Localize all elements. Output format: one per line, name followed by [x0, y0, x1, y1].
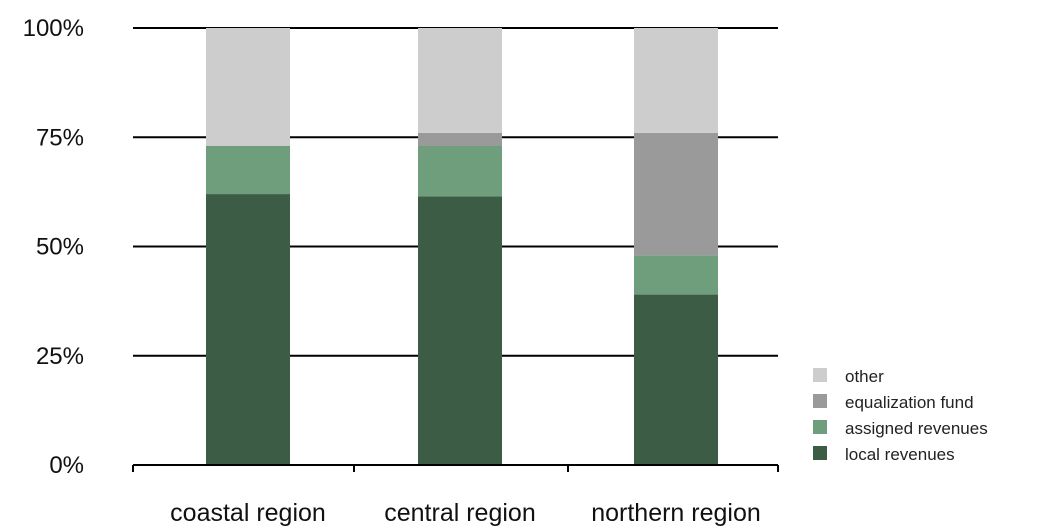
legend-label: other [845, 367, 884, 386]
bar-segment-local-revenues [418, 196, 502, 465]
y-tick-label: 50% [36, 234, 84, 261]
bars [206, 28, 718, 465]
bar-segment-assigned-revenues [634, 255, 718, 295]
bar-segment-equalization-fund [634, 132, 718, 256]
legend: other equalization fund assigned revenues l… [813, 367, 988, 464]
bar-segment-other [418, 28, 502, 133]
legend-label: assigned revenues [845, 419, 988, 438]
bar-segment-local-revenues [634, 294, 718, 465]
y-axis-tick-labels: 0% 25% 50% 75% 100% [23, 15, 84, 479]
bar-segment-other [634, 28, 718, 133]
category-label: central region [384, 499, 535, 527]
legend-swatch [813, 420, 827, 434]
legend-swatch [813, 394, 827, 408]
x-axis-tick-marks [132, 465, 779, 472]
legend-swatch [813, 446, 827, 460]
legend-swatch [813, 368, 827, 382]
y-tick-label: 75% [36, 124, 84, 151]
y-tick-label: 25% [36, 343, 84, 370]
bar-segment-equalization-fund [418, 132, 502, 146]
y-tick-label: 0% [49, 452, 84, 479]
y-tick-label: 100% [23, 15, 84, 42]
bar-segment-assigned-revenues [418, 145, 502, 197]
x-axis-category-labels: coastal region central region northern reg… [170, 499, 761, 527]
bar-segment-other [206, 28, 290, 146]
category-label: northern region [591, 499, 761, 527]
bar-segment-local-revenues [206, 194, 290, 465]
bar-segment-assigned-revenues [206, 145, 290, 195]
legend-label: equalization fund [845, 393, 974, 412]
category-label: coastal region [170, 499, 326, 527]
legend-label: local revenues [845, 445, 955, 464]
